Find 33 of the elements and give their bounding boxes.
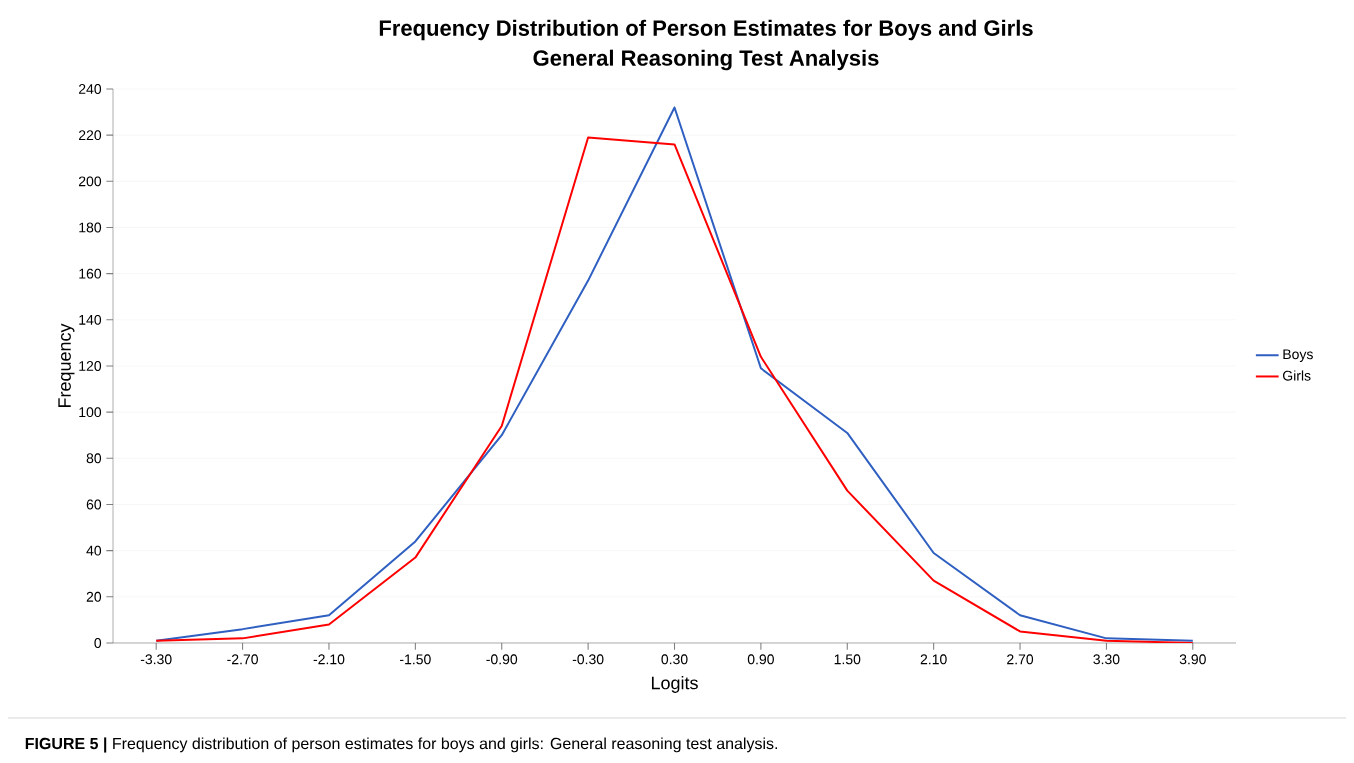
chart-subtitle: General Reasoning Test Analysis [533,49,879,71]
x-tick-label: -0.90 [486,654,518,665]
x-tick-label: -2.70 [227,654,258,665]
y-tick-label: 100 [79,407,102,418]
x-tick-label: -1.50 [400,654,431,665]
y-tick-label: 60 [86,499,102,510]
x-tick-label: -2.10 [313,654,345,665]
chart-title: Frequency Distribution of Person Estimates for Boys and Girls [379,19,1033,41]
x-tick-label: -0.30 [572,654,604,665]
y-tick-label: 80 [86,453,102,464]
y-tick-label: 160 [79,268,102,279]
x-tick-label: 2.10 [920,654,947,665]
y-tick-label: 240 [78,84,102,94]
y-tick-label: 200 [78,176,102,187]
x-tick-label: 3.90 [1179,654,1206,665]
text: FIGURE 5 | Frequency distribution of person estimates for boys and girls: General reasoning test analysis. [25,737,778,753]
x-tick-label: 3.30 [1093,654,1120,665]
y-tick-label: 180 [79,222,102,233]
y-tick-label: 120 [79,361,102,371]
x-tick-label: 2.70 [1007,654,1034,665]
y-tick-label: 40 [86,545,102,556]
x-tick-label: 1.50 [834,654,861,665]
legend-label: Girls [1283,370,1311,381]
x-tick-label: -3.30 [140,654,172,665]
y-axis-title: Frequency [58,323,75,408]
x-tick-label: 0.90 [747,654,774,665]
y-tick-label: 0 [94,638,102,648]
x-tick-label: 0.30 [661,654,688,665]
y-tick-label: 220 [78,130,102,141]
y-tick-label: 140 [79,314,102,325]
x-axis-title: Logits [651,676,698,693]
y-tick-label: 20 [86,591,102,602]
legend-label: Boys [1283,349,1313,362]
